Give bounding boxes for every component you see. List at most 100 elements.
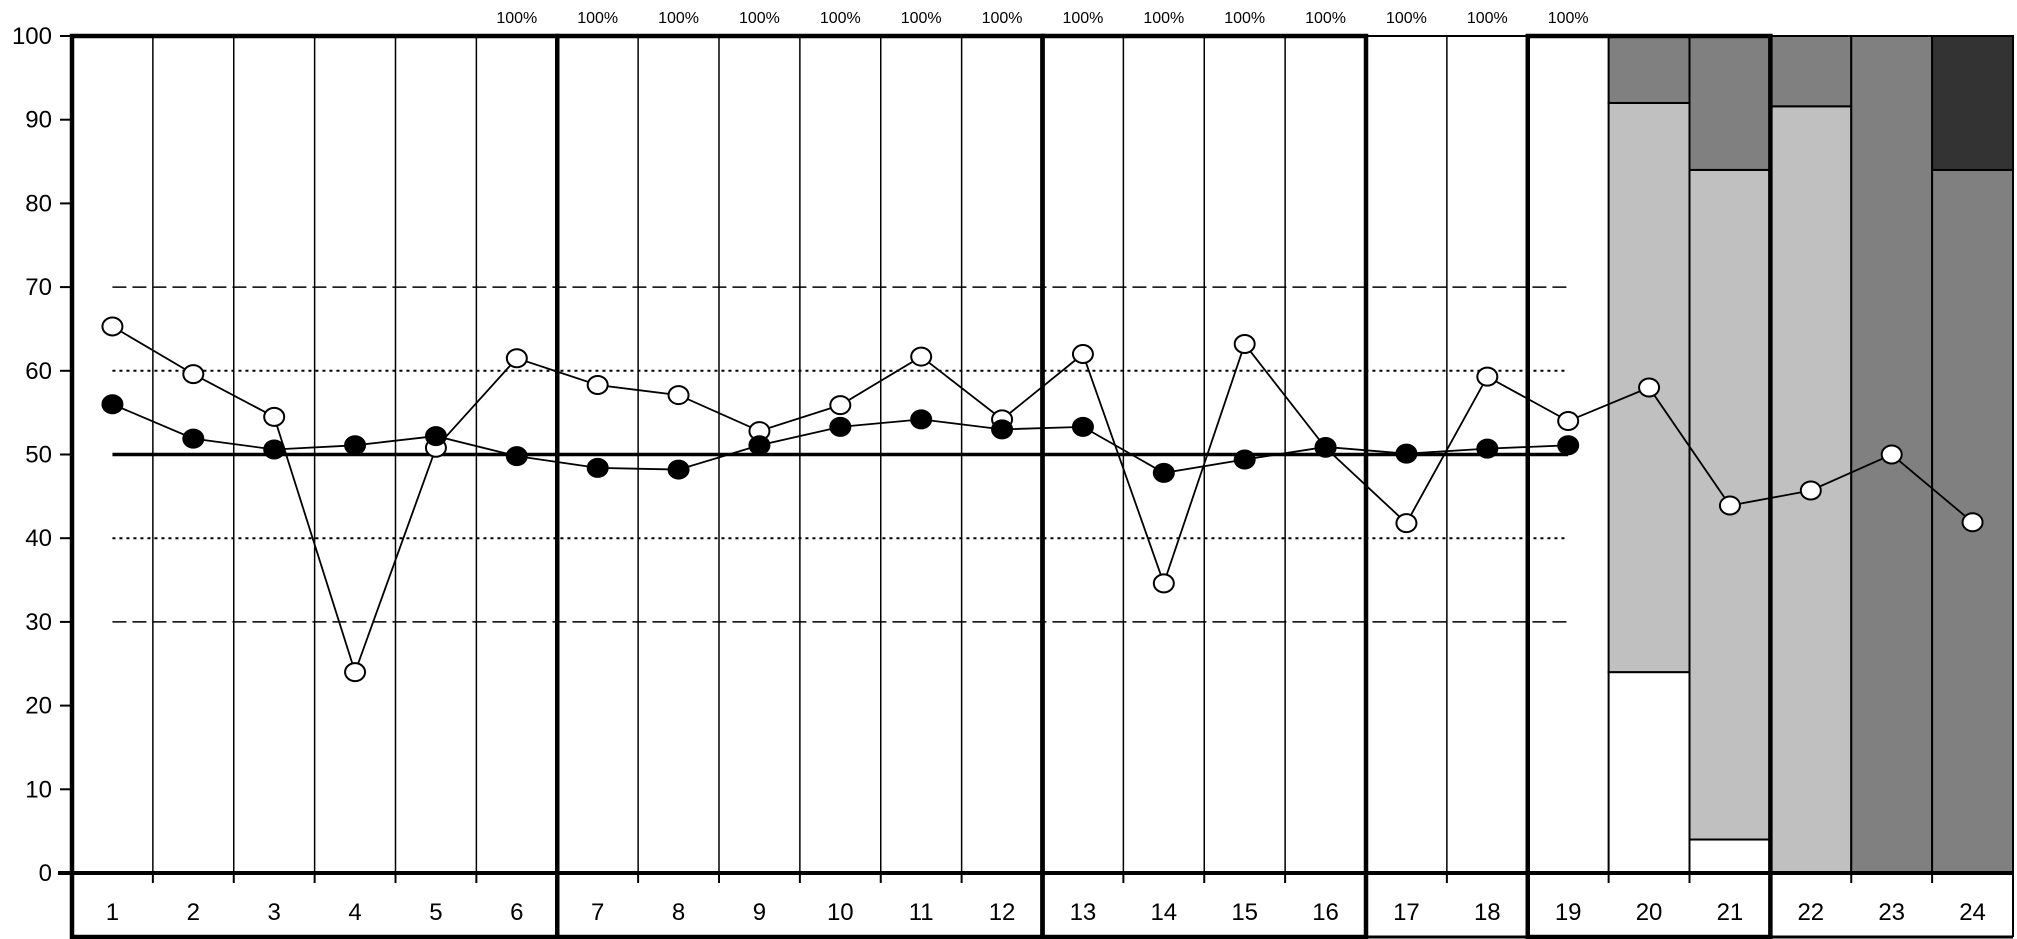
x-tick-label: 9: [753, 899, 766, 926]
y-tick-label: 10: [25, 776, 52, 803]
y-tick-label: 90: [25, 107, 52, 134]
x-tick-label: 14: [1150, 899, 1177, 926]
open-point: [1799, 480, 1822, 501]
bar-segment: [1607, 35, 1691, 104]
percent-label: 100%: [739, 10, 780, 27]
x-tick-label: 16: [1312, 899, 1339, 926]
filled-point: [1476, 438, 1499, 459]
filled-point: [991, 419, 1014, 440]
percent-label: 100%: [577, 10, 618, 27]
y-tick-label: 70: [25, 274, 52, 301]
open-point: [910, 346, 933, 367]
y-tick-label: 100: [12, 23, 52, 50]
open-point: [829, 395, 852, 416]
open-point: [1152, 573, 1175, 594]
x-tick-label: 10: [827, 899, 854, 926]
filled-point: [344, 435, 367, 456]
filled-point: [748, 435, 771, 456]
filled-point: [101, 394, 124, 415]
filled-point: [910, 409, 933, 430]
x-tick-label: 1: [106, 899, 119, 926]
filled-point: [1557, 435, 1580, 456]
percent-label: 100%: [1386, 10, 1427, 27]
open-series-line: [111, 325, 1974, 675]
open-point: [1638, 377, 1661, 398]
percent-label: 100%: [1548, 10, 1589, 27]
filled-point: [1233, 449, 1256, 470]
percent-label: 100%: [1305, 10, 1346, 27]
open-point: [1476, 366, 1499, 387]
percent-label: 100%: [982, 10, 1023, 27]
x-tick-label: 23: [1878, 899, 1905, 926]
percent-label: 100%: [496, 10, 537, 27]
x-tick-label: 2: [187, 899, 200, 926]
percent-label: 100%: [1224, 10, 1265, 27]
open-point: [1880, 444, 1903, 465]
x-tick-label: 3: [268, 899, 281, 926]
percent-label: 100%: [1467, 10, 1508, 27]
filled-point: [263, 439, 286, 460]
x-tick-label: 21: [1717, 899, 1744, 926]
open-point: [667, 385, 690, 406]
series-layer: [101, 316, 1984, 683]
reference-lines-layer: [112, 286, 1569, 623]
bar-segment: [1688, 35, 1772, 171]
open-point: [505, 348, 528, 369]
x-tick-label: 15: [1231, 899, 1258, 926]
open-point: [1718, 495, 1741, 516]
percent-label: 100%: [1143, 10, 1184, 27]
bar-segment: [1688, 838, 1772, 875]
bar-segment: [1607, 671, 1691, 874]
x-tick-label: 24: [1959, 899, 1986, 926]
x-tick-label: 7: [591, 899, 604, 926]
y-tick-label: 0: [39, 860, 52, 887]
open-point: [1961, 512, 1984, 533]
percent-label: 100%: [820, 10, 861, 27]
open-point: [263, 406, 286, 427]
percent-label: 100%: [901, 10, 942, 27]
filled-point: [1314, 436, 1337, 457]
x-tick-label: 5: [429, 899, 442, 926]
y-tick-label: 80: [25, 190, 52, 217]
x-tick-label: 20: [1636, 899, 1663, 926]
filled-point: [182, 428, 205, 449]
open-point: [1233, 334, 1256, 355]
open-point: [586, 375, 609, 396]
x-tick-label: 11: [909, 899, 934, 926]
percent-label: 100%: [1062, 10, 1103, 27]
filled-point: [424, 426, 447, 447]
x-tick-label: 22: [1797, 899, 1824, 926]
bar-segment: [1931, 35, 2014, 171]
bar-segment: [1769, 35, 1853, 108]
filled-point: [1071, 416, 1094, 437]
x-tick-label: 12: [989, 899, 1016, 926]
x-tick-label: 13: [1070, 899, 1097, 926]
x-tick-label: 6: [510, 899, 523, 926]
open-point: [1557, 411, 1580, 432]
y-tick-label: 30: [25, 609, 52, 636]
open-point: [1071, 344, 1094, 365]
y-tick-label: 20: [25, 693, 52, 720]
filled-point: [1395, 443, 1418, 464]
filled-point: [505, 446, 528, 467]
percent-label: 100%: [658, 10, 699, 27]
open-point: [1395, 513, 1418, 534]
x-tick-label: 17: [1393, 899, 1420, 926]
open-point: [344, 662, 367, 683]
open-point: [182, 364, 205, 385]
axes-layer: [58, 33, 2014, 939]
filled-point: [586, 457, 609, 478]
y-tick-label: 60: [25, 358, 52, 385]
filled-point: [1152, 462, 1175, 483]
x-tick-label: 18: [1474, 899, 1501, 926]
stacked-bars-layer: [1607, 35, 2014, 875]
y-tick-label: 40: [25, 525, 52, 552]
filled-point: [667, 459, 690, 480]
open-point: [101, 316, 124, 337]
x-tick-label: 8: [672, 899, 685, 926]
x-tick-label: 4: [348, 899, 361, 926]
filled-point: [829, 416, 852, 437]
